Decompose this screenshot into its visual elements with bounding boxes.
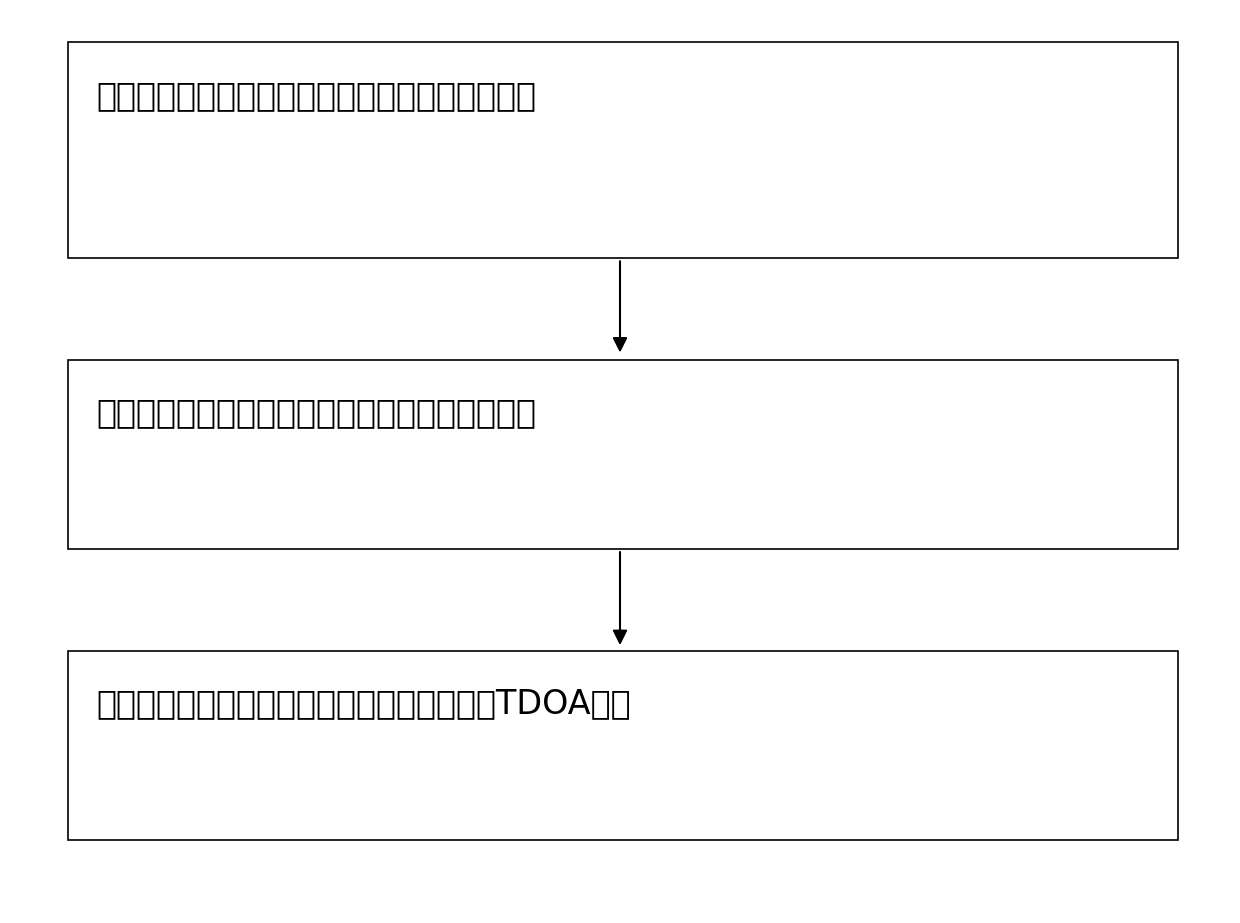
- Bar: [68, 651, 1178, 840]
- Text: 根据频偏纠正后的窄带信号计算时间差，进行TDOA定位: 根据频偏纠正后的窄带信号计算时间差，进行TDOA定位: [95, 688, 631, 720]
- Text: 分别去除窄带信号之间的相对频偏值进行频偏纠正: 分别去除窄带信号之间的相对频偏值进行频偏纠正: [95, 397, 536, 429]
- Bar: [68, 42, 1178, 258]
- Bar: [68, 360, 1178, 549]
- Text: 接收不同测量站收到同一个辐射源发出的窄带信号: 接收不同测量站收到同一个辐射源发出的窄带信号: [95, 79, 536, 113]
